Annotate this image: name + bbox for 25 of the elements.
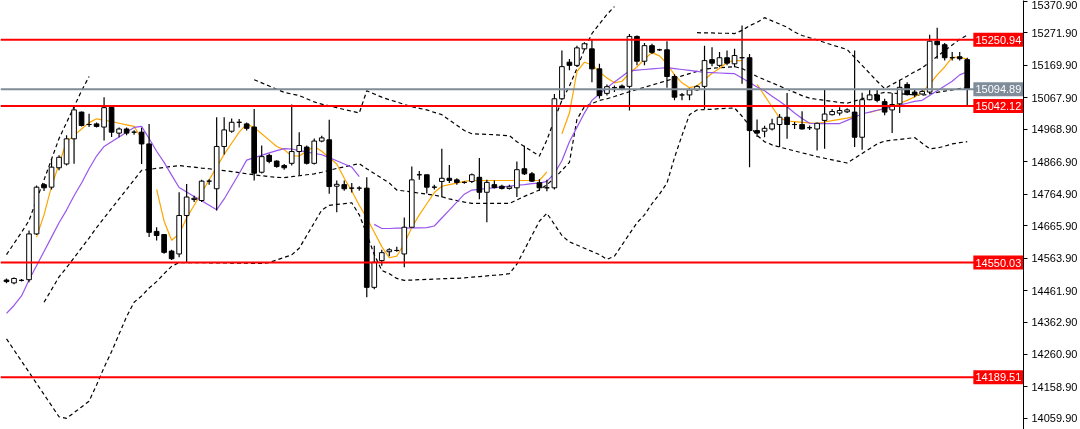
- y-tick-label: 14866.90: [1031, 155, 1078, 168]
- candlestick: [709, 46, 715, 67]
- ref-line-label: 14189.51: [975, 371, 1022, 384]
- ref-line-label: 15094.89: [975, 83, 1022, 96]
- y-tick-label: 15370.90: [1031, 0, 1078, 11]
- ref-line-label: 14550.03: [975, 256, 1022, 269]
- y-tick-label: 15067.90: [1031, 91, 1078, 104]
- candlestick: [799, 110, 805, 131]
- y-tick-label: 14158.90: [1031, 380, 1078, 393]
- candlestick: [423, 174, 430, 195]
- y-tick-label: 14563.90: [1031, 252, 1078, 265]
- candlestick: [138, 127, 145, 165]
- y-tick-label: 14665.90: [1031, 219, 1078, 232]
- candlestick: [814, 122, 820, 152]
- y-tick-label: 14260.90: [1031, 348, 1078, 361]
- y-tick-label: 14968.90: [1031, 123, 1078, 136]
- ref-line-label: 15250.94: [975, 33, 1022, 46]
- y-tick-label: 14461.90: [1031, 284, 1078, 297]
- candlestick: [589, 39, 595, 83]
- y-tick-label: 15271.90: [1031, 26, 1078, 39]
- y-tick-label: 15169.90: [1031, 59, 1078, 72]
- y-tick-label: 14362.90: [1031, 316, 1078, 329]
- y-tick-label: 14764.90: [1031, 188, 1078, 201]
- ref-line-label: 15042.12: [975, 100, 1022, 113]
- y-tick-label: 14059.90: [1031, 412, 1078, 425]
